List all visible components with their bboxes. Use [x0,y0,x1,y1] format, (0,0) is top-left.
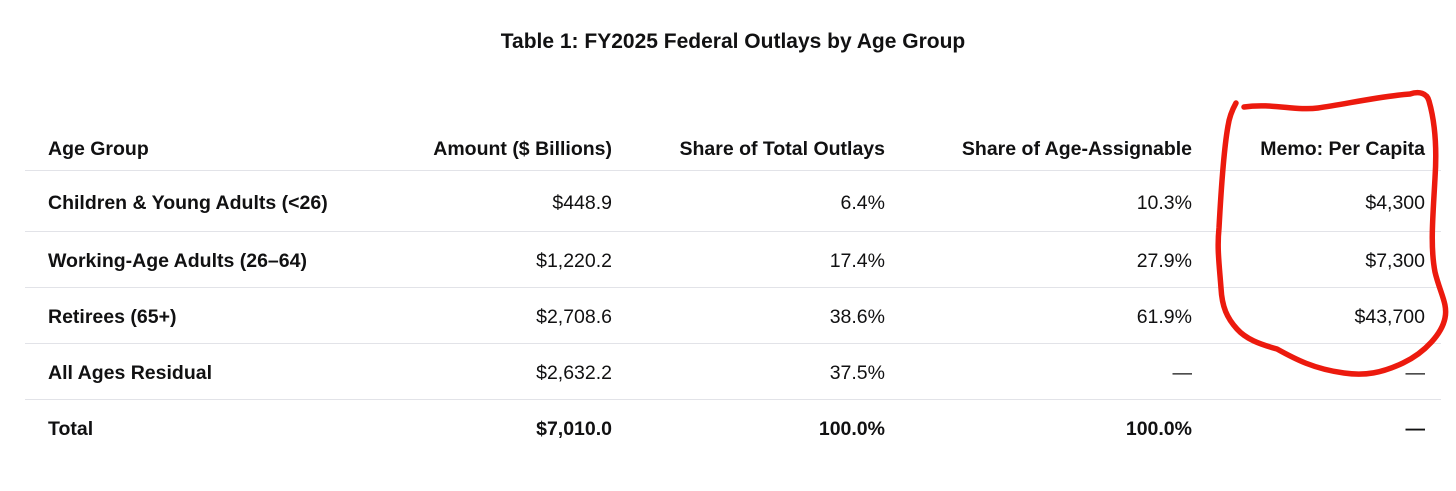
row-label: All Ages Residual [25,343,395,400]
share-total-cell: 6.4% [612,170,885,232]
row-label: Total [48,418,94,441]
table-row-working-age: Working-Age Adults (26–64) $1,220.2 17.4… [25,231,1441,288]
row-label: Retirees (65+) [25,287,395,344]
federal-outlays-table: Age Group Amount ($ Billions) Share of T… [25,114,1441,455]
row-label: Children & Young Adults (<26) [25,170,395,232]
amount-cell: $2,632.2 [395,343,612,400]
per-capita-cell: — [1405,418,1426,441]
table-row-retirees: Retirees (65+) $2,708.6 38.6% 61.9% $43,… [25,287,1441,344]
amount-cell: $7,010.0 [536,418,612,441]
table-row-residual: All Ages Residual $2,632.2 37.5% — — [25,343,1441,400]
col-header-share-age-assignable: Share of Age-Assignable [885,114,1192,171]
amount-cell: $1,220.2 [395,231,612,288]
amount-cell: $2,708.6 [395,287,612,344]
col-header-amount: Amount ($ Billions) [395,114,612,171]
share-total-cell: 100.0% [818,418,885,441]
table-header-row: Age Group Amount ($ Billions) Share of T… [25,114,1441,171]
per-capita-cell: $43,700 [1192,287,1441,344]
row-label: Working-Age Adults (26–64) [25,231,395,288]
share-age-assignable-cell: 10.3% [885,170,1192,232]
share-age-assignable-cell: 100.0% [1125,418,1192,441]
share-total-cell: 37.5% [612,343,885,400]
amount-cell: $448.9 [395,170,612,232]
table-title: Table 1: FY2025 Federal Outlays by Age G… [500,30,966,53]
per-capita-cell: — [1192,343,1441,400]
share-age-assignable-cell: — [885,343,1192,400]
col-header-memo-per-capita: Memo: Per Capita [1192,114,1441,171]
share-age-assignable-cell: 61.9% [885,287,1192,344]
table-row-total: Total $7,010.0 100.0% 100.0% — [25,399,1441,455]
per-capita-cell: $4,300 [1192,170,1441,232]
table-row-children: Children & Young Adults (<26) $448.9 6.4… [25,170,1441,232]
table-container: Age Group Amount ($ Billions) Share of T… [25,114,1441,455]
col-header-age-group: Age Group [25,114,395,171]
share-age-assignable-cell: 27.9% [885,231,1192,288]
col-header-share-total: Share of Total Outlays [612,114,885,171]
share-total-cell: 38.6% [612,287,885,344]
per-capita-cell: $7,300 [1192,231,1441,288]
share-total-cell: 17.4% [612,231,885,288]
